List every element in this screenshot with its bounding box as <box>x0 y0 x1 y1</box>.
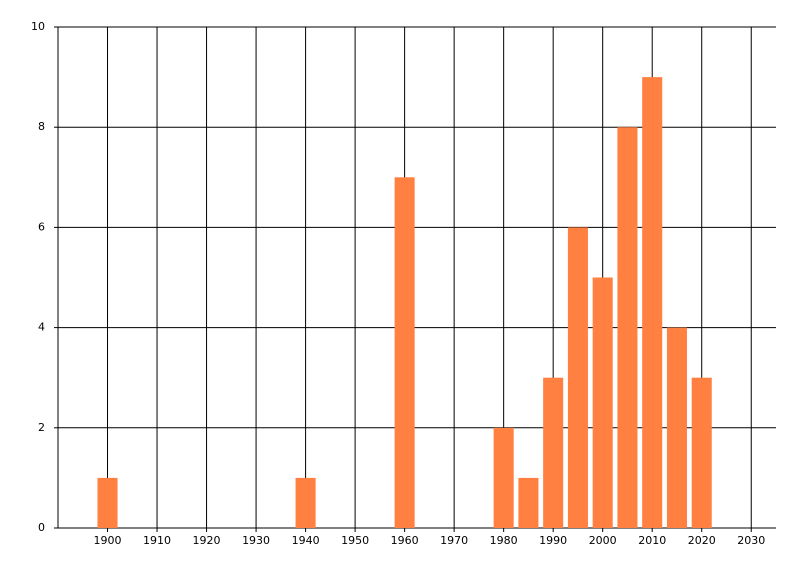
y-tick-label: 2 <box>38 421 45 434</box>
bar <box>666 327 687 528</box>
y-tick-label: 8 <box>38 120 45 133</box>
bar <box>592 277 613 528</box>
y-tick-label: 6 <box>38 220 45 233</box>
bar <box>97 477 118 528</box>
bar <box>295 477 316 528</box>
bar <box>493 427 514 528</box>
x-tick-label: 2020 <box>688 534 716 547</box>
bar <box>691 377 712 528</box>
x-tick-label: 1910 <box>143 534 171 547</box>
x-tick-label: 1900 <box>94 534 122 547</box>
x-tick-label: 1920 <box>193 534 221 547</box>
bar <box>394 177 415 529</box>
x-tick-label: 1930 <box>242 534 270 547</box>
x-tick-label: 1980 <box>490 534 518 547</box>
bar <box>567 227 588 528</box>
x-tick-label: 2000 <box>589 534 617 547</box>
x-tick-label: 1970 <box>440 534 468 547</box>
x-tick-label: 1960 <box>391 534 419 547</box>
x-tick-label: 2030 <box>737 534 765 547</box>
x-tick-label: 1940 <box>292 534 320 547</box>
bar <box>642 77 663 528</box>
y-tick-label: 4 <box>38 321 45 334</box>
bar <box>543 377 564 528</box>
x-tick-label: 2010 <box>638 534 666 547</box>
x-tick-label: 1950 <box>341 534 369 547</box>
y-tick-label: 0 <box>38 521 45 534</box>
x-tick-label: 1990 <box>539 534 567 547</box>
y-tick-label: 10 <box>31 20 45 33</box>
bar <box>518 477 539 528</box>
bar <box>617 127 638 528</box>
